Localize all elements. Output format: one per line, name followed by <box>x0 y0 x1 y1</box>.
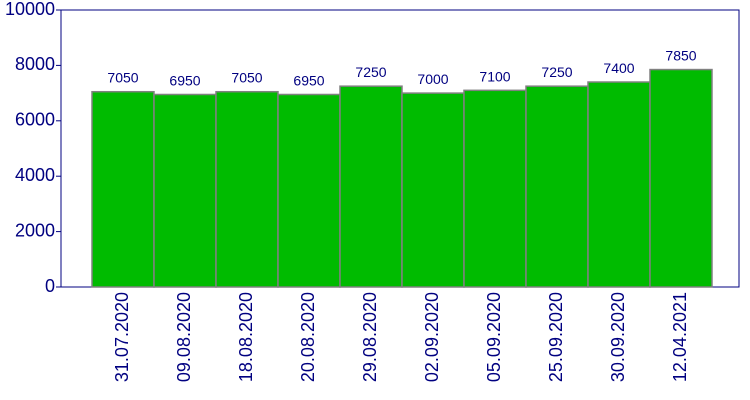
value-label: 6950 <box>169 72 200 88</box>
bar <box>587 81 651 288</box>
bar <box>463 89 527 288</box>
value-label: 7050 <box>231 70 262 86</box>
x-tick-label: 31.07.2020 <box>112 292 132 382</box>
y-tick-label: 6000 <box>15 110 55 130</box>
x-tick-label: 05.09.2020 <box>484 292 504 382</box>
bar <box>339 85 403 288</box>
x-tick-label: 20.08.2020 <box>298 292 318 382</box>
y-tick-label: 0 <box>45 276 55 296</box>
x-tick-label: 02.09.2020 <box>422 292 442 382</box>
bar <box>525 85 589 288</box>
y-tick-label: 8000 <box>15 54 55 74</box>
x-tick-label: 29.08.2020 <box>360 292 380 382</box>
value-label: 7400 <box>603 60 634 76</box>
y-tick-label: 2000 <box>15 220 55 240</box>
x-tick-label: 09.08.2020 <box>174 292 194 382</box>
y-tick-label: 10000 <box>5 0 55 19</box>
bar <box>153 93 217 288</box>
x-tick-label: 18.08.2020 <box>236 292 256 382</box>
value-label: 7050 <box>107 70 138 86</box>
x-tick-label: 30.09.2020 <box>608 292 628 382</box>
bar <box>91 90 155 288</box>
x-tick-label: 12.04.2021 <box>670 292 690 382</box>
y-tick-label: 4000 <box>15 165 55 185</box>
value-label: 7100 <box>479 68 510 84</box>
x-tick-label: 25.09.2020 <box>546 292 566 382</box>
bar <box>277 93 341 288</box>
value-label: 7250 <box>355 64 386 80</box>
bar <box>649 68 713 288</box>
value-label: 6950 <box>293 72 324 88</box>
bar <box>215 90 279 288</box>
bar <box>401 92 465 288</box>
value-label: 7000 <box>417 71 448 87</box>
value-label: 7250 <box>541 64 572 80</box>
value-label: 7850 <box>665 48 696 64</box>
